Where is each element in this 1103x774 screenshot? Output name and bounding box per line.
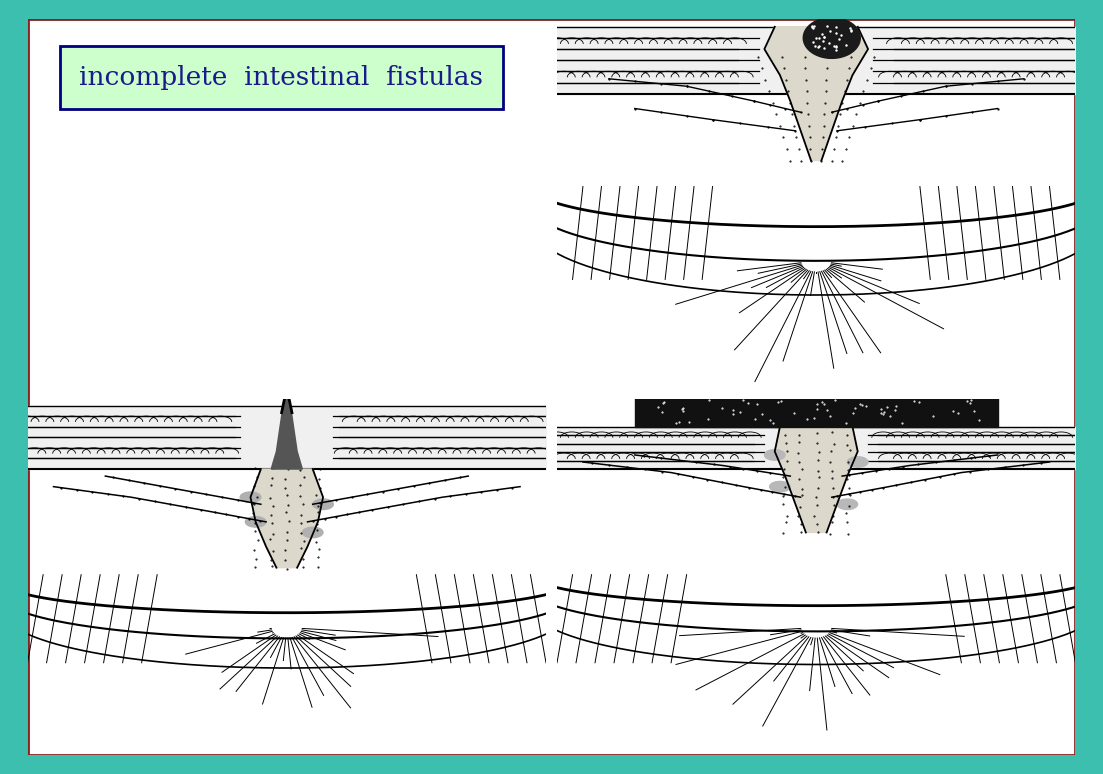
Polygon shape [246,516,266,527]
Polygon shape [774,426,858,533]
Polygon shape [770,481,790,492]
Polygon shape [302,527,323,538]
Polygon shape [271,399,302,469]
Polygon shape [313,499,333,509]
FancyBboxPatch shape [60,46,503,109]
Polygon shape [764,450,785,461]
Polygon shape [803,18,860,58]
Polygon shape [764,27,868,160]
FancyBboxPatch shape [28,19,1075,755]
Polygon shape [240,492,261,502]
Polygon shape [250,469,323,567]
Polygon shape [837,499,858,509]
Text: incomplete  intestinal  fistulas: incomplete intestinal fistulas [79,65,483,90]
Polygon shape [847,457,868,467]
